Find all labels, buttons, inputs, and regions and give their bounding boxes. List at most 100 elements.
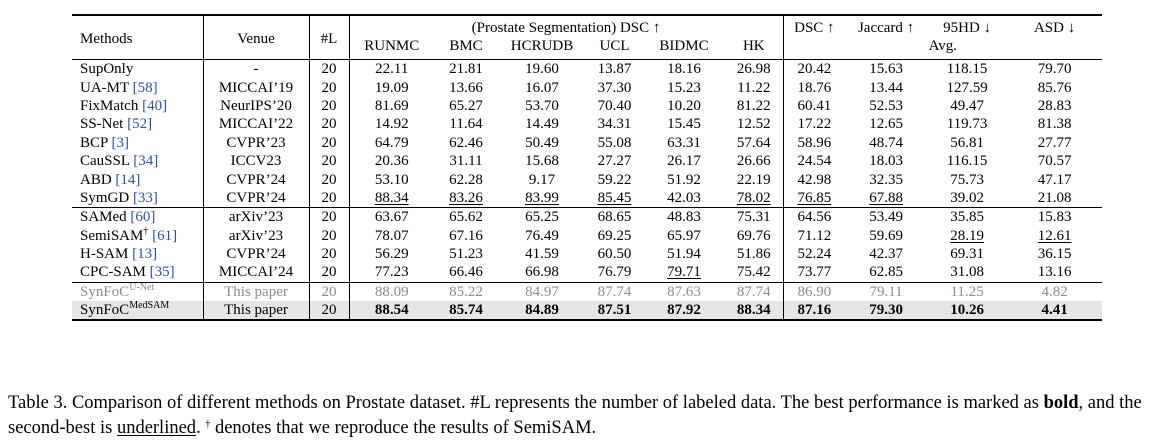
avg-metric-cell: 58.96 [783,134,845,152]
metric-value: 60.41 [797,97,832,114]
site-dsc-cell: 51.92 [643,170,725,188]
avg-metric-cell: 35.85 [927,207,1008,227]
avg-metric-cell: 67.88 [845,189,927,208]
avg-metric-cell: 12.65 [845,115,927,133]
labeled-count-cell: 20 [309,244,350,264]
site-dsc-cell: 57.64 [725,133,784,152]
avg-metric-cell: 70.57 [1007,152,1102,170]
site-dsc-cell: 67.16 [434,227,498,245]
citation-link[interactable]: [14] [115,171,141,188]
citation-link[interactable]: [40] [142,97,168,114]
venue-cell: - [203,59,310,79]
metric-value: 64.56 [797,209,832,226]
metric-value: 60.50 [597,246,632,263]
method-name: SAMed [80,209,131,226]
labeled-count-cell: 20 [309,226,350,245]
metric-value: 87.51 [597,302,632,319]
caption-text: , and the second-best is [8,393,1142,438]
citation-link[interactable]: [58] [132,79,158,96]
metric-value: 83.99 [525,189,559,206]
metric-value: 37.30 [597,79,632,96]
metric-value: 51.23 [449,246,483,263]
metric-value: 27.27 [597,153,632,170]
metric-value: 76.85 [797,189,832,206]
site-dsc-cell: 76.49 [498,227,586,245]
metric-value: 28.19 [950,227,984,244]
site-dsc-cell: 9.17 [498,170,586,188]
site-dsc-cell: 53.70 [498,97,586,115]
metric-value: 53.10 [374,171,409,188]
avg-metric-cell: 13.16 [1007,263,1102,282]
avg-metric-cell: 116.15 [927,152,1007,170]
metric-value: 79.70 [1037,61,1072,78]
site-dsc-cell: 88.34 [725,301,784,322]
venue-cell: This paper [203,301,310,322]
method-name-cell: ABD [14] [72,170,204,189]
metric-value: 88.09 [374,283,409,300]
avg-metric-cell: 85.76 [1007,78,1102,96]
metric-value: 22.19 [736,171,771,188]
metric-value: 65.97 [667,227,701,244]
metric-value: 85.22 [449,283,483,300]
metric-value: 49.47 [950,97,984,114]
metric-value: 66.46 [449,264,483,281]
metric-value: 81.22 [736,97,771,114]
header-row-1: Methods Venue #L (Prostate Segmentation)… [72,14,1103,60]
citation-link[interactable]: [61] [152,227,178,244]
metric-value: 36.15 [1037,246,1072,263]
site-dsc-cell: 56.29 [349,245,434,263]
metric-value: 73.77 [797,264,832,281]
metric-value: 13.16 [1037,264,1072,281]
metric-value: 39.02 [950,189,984,206]
metric-value: 47.17 [1037,171,1072,188]
site-dsc-cell: 87.63 [643,281,725,302]
table-row: SAMed [60] arXiv’23 20 63.67 65.62 65.25 68.65… [72,207,1103,227]
metric-value: 59.69 [869,227,903,244]
method-name-cell: H-SAM [13] [72,244,204,264]
metric-value: 14.49 [525,116,559,133]
metric-value: 14.92 [374,116,409,133]
metric-value: 19.60 [525,61,559,78]
site-dsc-cell: 88.09 [349,281,434,302]
metric-value: 31.11 [449,153,483,170]
site-dsc-cell: 87.51 [586,301,643,322]
metric-value: 87.74 [597,283,632,300]
metric-value: 77.23 [374,264,409,281]
site-header: HCRUDB [498,37,586,60]
citation-link[interactable]: [33] [132,189,158,206]
method-name-cell: SAMed [60] [72,207,204,227]
venue-cell: MICCAI’24 [203,263,310,283]
venue-cell: MICCAI’22 [203,115,310,134]
site-header: RUNMC [349,37,434,60]
metric-value: 118.15 [946,61,988,78]
method-name-cell: SS-Net [52] [72,115,204,134]
venue-cell: CVPR’24 [203,188,310,208]
method-name: SemiSAM [80,227,144,244]
method-name: UA-MT [80,79,133,96]
avg-metric-cell: 15.83 [1007,207,1103,227]
metric-value: 56.29 [374,246,409,263]
site-dsc-cell: 53.10 [349,170,434,188]
venue-cell: arXiv’23 [203,207,310,227]
citation-link[interactable]: [60] [130,209,156,226]
site-dsc-cell: 13.66 [434,78,498,96]
citation-link[interactable]: [13] [132,246,158,263]
citation-link[interactable]: [52] [127,116,153,133]
metric-value: 55.08 [597,134,632,151]
table-row: SynFoCU-Net This paper 20 88.09 85.22 84.97 87… [72,281,1103,302]
method-name-cell: SupOnly [72,59,204,79]
avg-metric-cell: 21.08 [1007,189,1102,208]
metric-value: 70.40 [597,97,632,114]
metric-value: 69.25 [597,227,632,244]
avg-metric-cell: 127.59 [927,78,1007,96]
metric-value: 15.23 [667,79,701,96]
avg-metric-cell: 86.90 [783,281,846,302]
method-name: SS-Net [80,116,128,133]
citation-link[interactable]: [3] [111,134,130,151]
metric-value: 85.45 [597,189,632,206]
metric-value: 53.70 [525,97,559,114]
citation-link[interactable]: [34] [133,153,159,170]
site-dsc-cell: 84.89 [498,301,586,322]
venue-cell: NeurIPS’20 [203,96,310,116]
citation-link[interactable]: [35] [149,264,175,281]
